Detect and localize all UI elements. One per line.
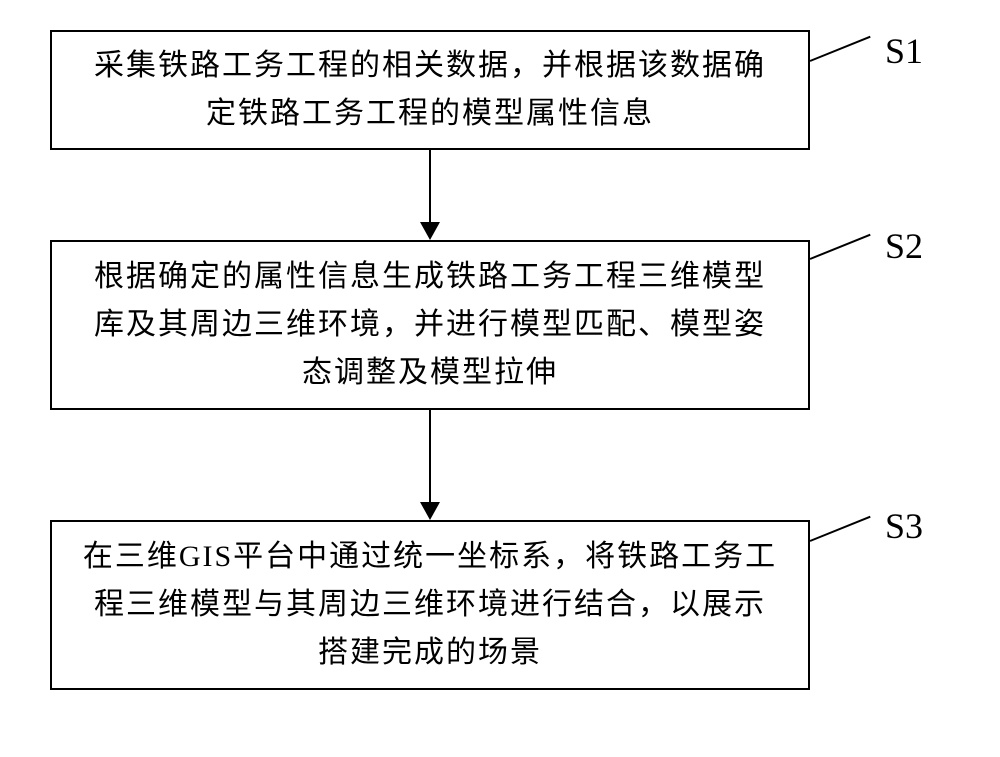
flowchart-node-s1: 采集铁路工务工程的相关数据，并根据该数据确定铁路工务工程的模型属性信息 [50, 30, 810, 150]
arrow-head-icon [420, 502, 440, 520]
flowchart-arrow-1 [50, 150, 810, 240]
step-label-s2: S2 [885, 225, 923, 267]
flowchart-node-s3: 在三维GIS平台中通过统一坐标系，将铁路工务工程三维模型与其周边三维环境进行结合… [50, 520, 810, 690]
node-s1-text: 采集铁路工务工程的相关数据，并根据该数据确定铁路工务工程的模型属性信息 [82, 42, 778, 138]
node-s2-text: 根据确定的属性信息生成铁路工务工程三维模型库及其周边三维环境，并进行模型匹配、模… [82, 253, 778, 397]
node-s3-text: 在三维GIS平台中通过统一坐标系，将铁路工务工程三维模型与其周边三维环境进行结合… [82, 533, 778, 677]
step-label-s1: S1 [885, 30, 923, 72]
arrow-line [429, 150, 431, 222]
step-label-s3: S3 [885, 505, 923, 547]
arrow-head-icon [420, 222, 440, 240]
flowchart-container: 采集铁路工务工程的相关数据，并根据该数据确定铁路工务工程的模型属性信息 根据确定… [50, 30, 950, 690]
flowchart-arrow-2 [50, 410, 810, 520]
flowchart-node-s2: 根据确定的属性信息生成铁路工务工程三维模型库及其周边三维环境，并进行模型匹配、模… [50, 240, 810, 410]
arrow-line [429, 410, 431, 502]
